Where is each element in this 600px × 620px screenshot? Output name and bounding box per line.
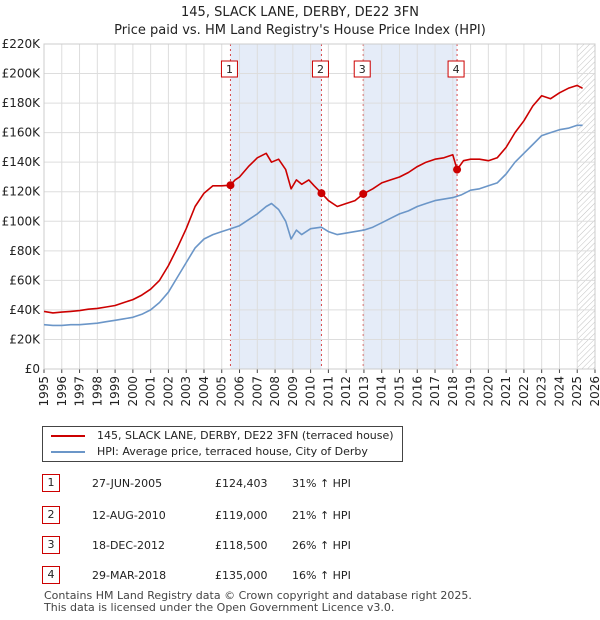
sale-date: 12-AUG-2010: [92, 509, 166, 522]
sale-point: [226, 181, 235, 190]
x-tick-label: 2022: [517, 376, 531, 407]
legend-swatch-hpi: [51, 451, 85, 453]
x-tick-label: 2001: [144, 376, 158, 407]
x-tick-label: 2023: [535, 376, 549, 407]
x-tick-label: 2010: [304, 376, 318, 407]
x-tick-label: 1995: [37, 376, 51, 407]
x-tick-label: 2005: [215, 376, 229, 407]
x-tick-label: 1996: [55, 376, 69, 407]
x-tick-label: 2007: [250, 376, 264, 407]
x-tick-label: 2006: [233, 376, 247, 407]
plot-frame: [43, 43, 596, 370]
footer-line-copyright: Contains HM Land Registry data © Crown c…: [44, 589, 472, 602]
chart-title: 145, SLACK LANE, DERBY, DE22 3FN Price p…: [0, 4, 600, 40]
sale-number-badge: 4: [42, 566, 60, 584]
y-tick-label: £180K: [2, 96, 42, 110]
sale-marker-label: 4: [453, 63, 460, 76]
y-tick-label: £160K: [2, 126, 42, 140]
x-tick-label: 2015: [392, 376, 406, 407]
sale-date: 27-JUN-2005: [92, 477, 163, 490]
table-row: 4 29-MAR-2018 £135,000 16% ↑ HPI: [42, 566, 422, 584]
y-tick-label: £220K: [2, 37, 42, 51]
sale-number-badge: 3: [42, 536, 60, 554]
x-tick-label: 2018: [446, 376, 460, 407]
sale-number-badge: 1: [42, 474, 60, 492]
x-tick-label: 2024: [552, 376, 566, 407]
x-tick-label: 2012: [339, 376, 353, 407]
sale-marker-label: 2: [317, 63, 324, 76]
sale-marker-box: [447, 60, 465, 78]
sale-marker-box: [353, 60, 371, 78]
x-tick-label: 2017: [428, 376, 442, 407]
x-tick-label: 2025: [570, 376, 584, 407]
price-paid-line: [44, 84, 583, 314]
x-tick-label: 2000: [126, 376, 140, 407]
sale-marker-label: 3: [359, 63, 366, 76]
x-tick-label: 2002: [161, 376, 175, 407]
legend: 145, SLACK LANE, DERBY, DE22 3FN (terrac…: [42, 426, 403, 462]
y-tick-label: £60K: [9, 273, 41, 287]
y-tick-label: £120K: [2, 185, 42, 199]
legend-swatch-price: [51, 435, 85, 437]
x-tick-label: 2004: [197, 376, 211, 407]
y-tick-label: £80K: [9, 244, 41, 258]
x-tick-label: 1997: [73, 376, 87, 407]
legend-label-price: 145, SLACK LANE, DERBY, DE22 3FN (terrac…: [97, 429, 394, 442]
forecast-hatch: [577, 44, 595, 369]
y-tick-label: £200K: [2, 67, 42, 81]
footer-line-licence: This data is licensed under the Open Gov…: [44, 601, 395, 614]
sale-price: £124,403: [215, 477, 268, 490]
sale-marker-box: [311, 60, 329, 78]
sale-hpi-change: 16% ↑ HPI: [292, 569, 351, 582]
sale-hpi-change: 31% ↑ HPI: [292, 477, 351, 490]
footer-attribution: Contains HM Land Registry data © Crown c…: [44, 590, 472, 614]
x-tick-label: 2008: [268, 376, 282, 407]
x-tick-label: 2011: [321, 376, 335, 407]
table-row: 1 27-JUN-2005 £124,403 31% ↑ HPI: [42, 474, 422, 492]
x-tick-label: 2016: [410, 376, 424, 407]
x-tick-label: 1999: [108, 376, 122, 407]
sale-date: 18-DEC-2012: [92, 539, 166, 552]
sale-point: [359, 189, 368, 198]
shaded-band: [363, 44, 458, 369]
x-tick-label: 2019: [464, 376, 478, 407]
sale-point: [453, 165, 462, 174]
legend-label-hpi: HPI: Average price, terraced house, City…: [97, 445, 368, 458]
sale-marker-label: 1: [226, 63, 233, 76]
title-subtitle: Price paid vs. HM Land Registry's House …: [114, 23, 486, 38]
hpi-line: [44, 124, 583, 327]
x-tick-label: 2020: [481, 376, 495, 407]
table-row: 3 18-DEC-2012 £118,500 26% ↑ HPI: [42, 536, 422, 554]
y-tick-label: £140K: [2, 155, 42, 169]
x-tick-label: 2009: [286, 376, 300, 407]
sale-number-badge: 2: [42, 506, 60, 524]
x-tick-label: 2014: [375, 376, 389, 407]
x-tick-label: 1998: [90, 376, 104, 407]
y-tick-label: £20K: [9, 332, 41, 346]
y-tick-label: £40K: [9, 303, 41, 317]
y-tick-label: £0: [25, 362, 40, 376]
x-tick-label: 2021: [499, 376, 513, 407]
y-tick-label: £100K: [2, 214, 42, 228]
sale-hpi-change: 21% ↑ HPI: [292, 509, 351, 522]
table-row: 2 12-AUG-2010 £119,000 21% ↑ HPI: [42, 506, 422, 524]
sale-date: 29-MAR-2018: [92, 569, 167, 582]
price-chart: £0 £20K £40K £60K £80K £100K £120K £140K £160K £1…: [2, 37, 600, 407]
sale-price: £119,000: [215, 509, 268, 522]
x-tick-label: 2003: [179, 376, 193, 407]
sale-hpi-change: 26% ↑ HPI: [292, 539, 351, 552]
sale-point: [317, 189, 326, 198]
x-tick-label: 2013: [357, 376, 371, 407]
sale-price: £118,500: [215, 539, 268, 552]
sale-price: £135,000: [215, 569, 268, 582]
x-tick-label: 2026: [588, 376, 600, 407]
sale-marker-box: [220, 60, 238, 78]
title-address: 145, SLACK LANE, DERBY, DE22 3FN: [181, 5, 419, 20]
